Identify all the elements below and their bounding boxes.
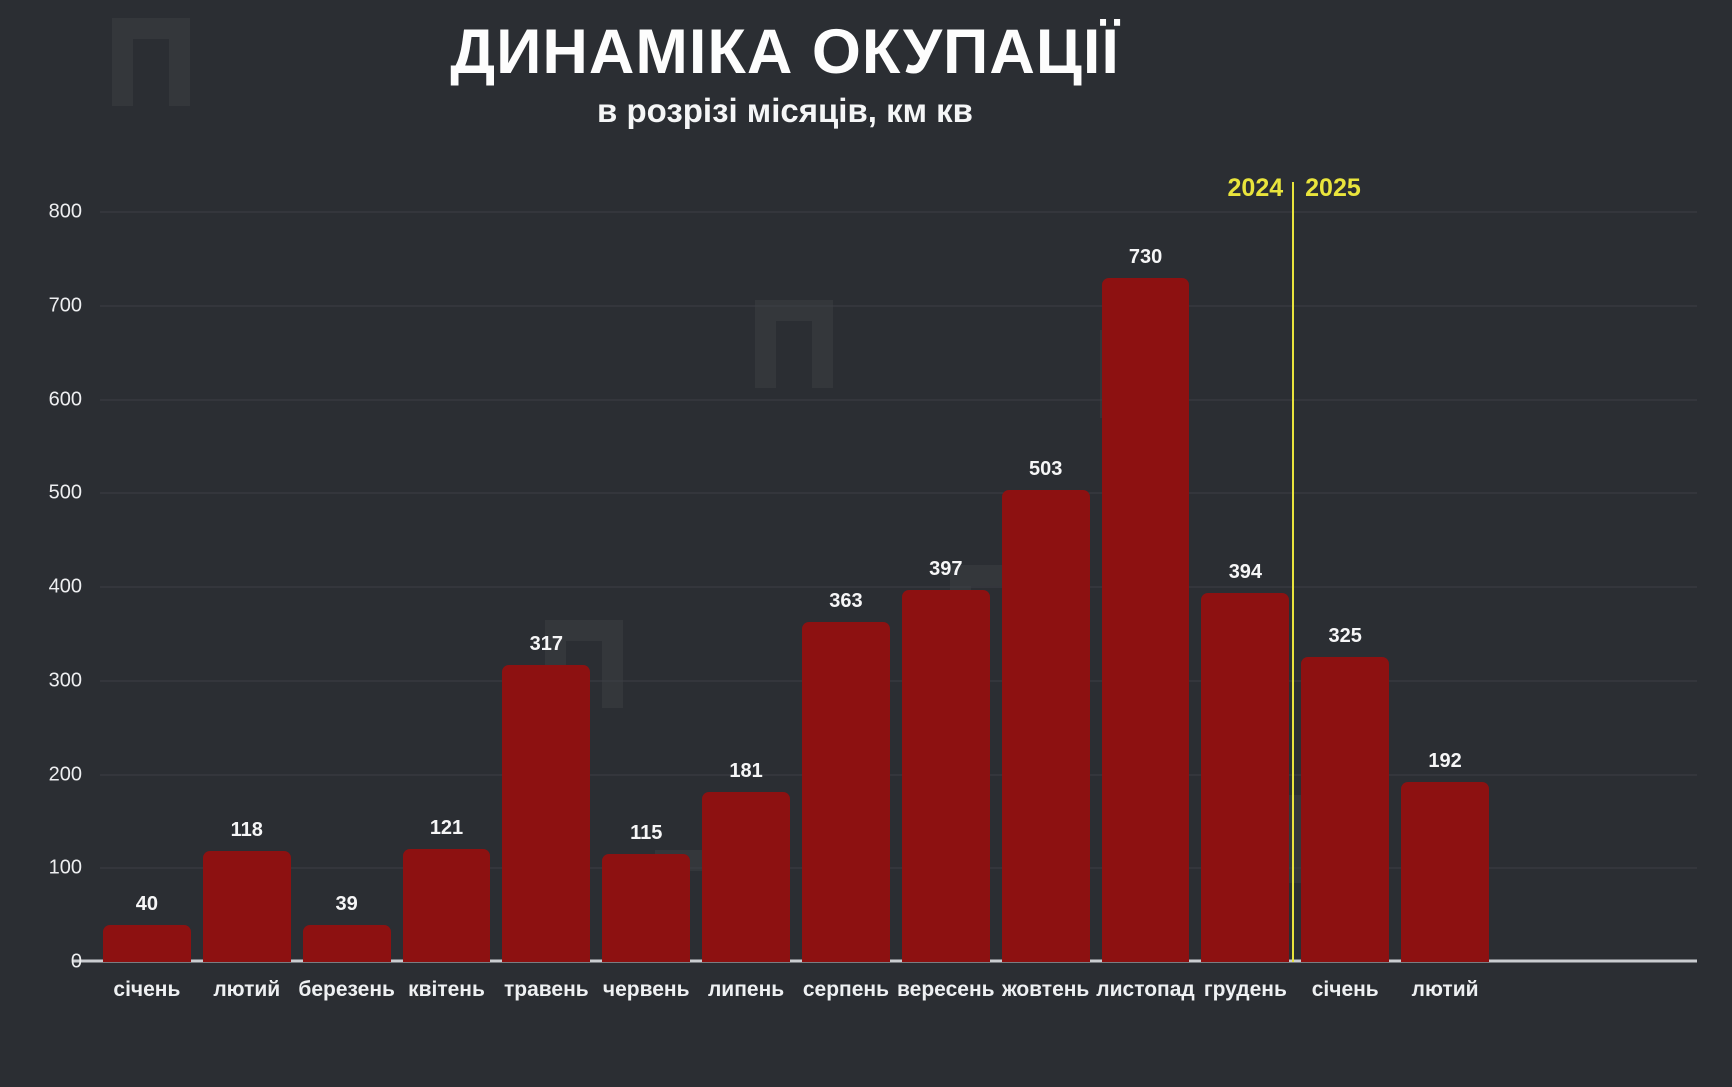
- x-tick-label: січень: [113, 978, 181, 1001]
- chart-header: ДИНАМІКА ОКУПАЦІЇ в розрізі місяців, км …: [0, 16, 1570, 130]
- gridline: [100, 492, 1697, 494]
- bar-group: 317 травень: [502, 212, 591, 1001]
- bar: [1001, 490, 1090, 962]
- x-tick-label: лютий: [213, 978, 281, 1001]
- bar-group: 325 січень: [1301, 212, 1390, 1001]
- bar-group: 730 листопад: [1096, 212, 1194, 1001]
- bar-group: 39 березень: [298, 212, 395, 1001]
- y-tick-label: 500: [48, 481, 82, 504]
- bar-value-label: 40: [135, 892, 159, 915]
- bar-group: 192 лютий: [1401, 212, 1490, 1001]
- bar-group: 394 грудень: [1201, 212, 1290, 1001]
- bar: [1101, 277, 1190, 962]
- x-tick-label: липень: [707, 978, 785, 1001]
- y-tick-label: 800: [48, 200, 82, 223]
- bar-value-label: 118: [230, 819, 263, 842]
- gridline: [100, 305, 1697, 307]
- bar-chart-plot-area: 0 100 200 300 400 500 600 700 800 40 січень 118 люти…: [49, 174, 1697, 1001]
- gridline: [100, 680, 1697, 682]
- bar-value-label: 181: [729, 760, 763, 783]
- x-tick-label: травень: [504, 978, 589, 1001]
- gridline: [100, 211, 1697, 213]
- y-tick-label: 200: [48, 763, 82, 785]
- bar: [502, 664, 591, 962]
- gridline: [100, 586, 1697, 588]
- x-tick-label: червень: [602, 978, 690, 1001]
- bar-value-label: 317: [529, 632, 564, 655]
- x-tick-label: березень: [298, 978, 395, 1001]
- x-tick-label: вересень: [897, 978, 995, 1001]
- y-tick-label: 0: [70, 950, 82, 973]
- bar: [702, 792, 791, 962]
- bar: [901, 589, 990, 962]
- bar-value-label: 39: [335, 893, 358, 916]
- y-tick-label: 600: [48, 388, 82, 410]
- watermark-logo: [112, 18, 190, 106]
- y-tick-label: 100: [48, 856, 82, 879]
- x-tick-label: листопад: [1096, 978, 1195, 1001]
- bar-group: 115 червень: [602, 212, 691, 1001]
- x-tick-label: жовтень: [1001, 978, 1090, 1001]
- bar-group: 503 жовтень: [1001, 212, 1090, 1001]
- bar-value-label: 503: [1028, 458, 1063, 481]
- x-tick-label: серпень: [802, 978, 890, 1001]
- bar-value-label: 397: [929, 557, 963, 580]
- year-divider-line: [1292, 182, 1295, 962]
- bar: [802, 621, 890, 962]
- gridline: [100, 774, 1697, 775]
- bar-value-label: 192: [1428, 750, 1462, 772]
- bar: [602, 854, 691, 962]
- bar-value-label: 325: [1328, 625, 1362, 648]
- bar: [1301, 657, 1390, 962]
- bar: [202, 851, 291, 962]
- gridline: [100, 399, 1697, 400]
- bar-group: 121 квітень: [402, 212, 491, 1001]
- x-tick-label: квітень: [408, 978, 485, 1001]
- bar: [103, 924, 191, 962]
- year-label-2024: 2024: [1227, 174, 1284, 202]
- x-tick-label: лютий: [1411, 978, 1479, 1001]
- bar-group: 397 вересень: [897, 212, 995, 1001]
- bar: [402, 848, 491, 962]
- year-label-2025: 2025: [1305, 174, 1361, 202]
- bar-value-label: 121: [429, 816, 464, 839]
- bar-value-label: 115: [630, 822, 663, 845]
- bar-value-label: 363: [829, 589, 863, 612]
- x-tick-label: грудень: [1203, 978, 1287, 1001]
- bars-container: 40 січень 118 лютий 39 березень 121 квітень 317 т…: [100, 174, 1492, 1001]
- bar-group: 118 лютий: [202, 212, 291, 1001]
- bar: [1201, 592, 1290, 962]
- bar-value-label: 730: [1128, 245, 1163, 268]
- y-tick-label: 400: [48, 575, 82, 598]
- bar: [1401, 782, 1490, 962]
- x-tick-label: січень: [1311, 978, 1379, 1001]
- bar-value-label: 394: [1228, 560, 1263, 583]
- bar-group: 40 січень: [103, 212, 191, 1001]
- chart-subtitle: в розрізі місяців, км кв: [597, 92, 973, 129]
- bar: [302, 925, 391, 962]
- chart-title: ДИНАМІКА ОКУПАЦІЇ: [450, 17, 1120, 87]
- y-tick-label: 300: [48, 669, 82, 692]
- gridline: [100, 867, 1697, 869]
- bar-group: 363 серпень: [802, 212, 890, 1001]
- bar-group: 181 липень: [702, 212, 791, 1001]
- y-tick-label: 700: [48, 294, 82, 317]
